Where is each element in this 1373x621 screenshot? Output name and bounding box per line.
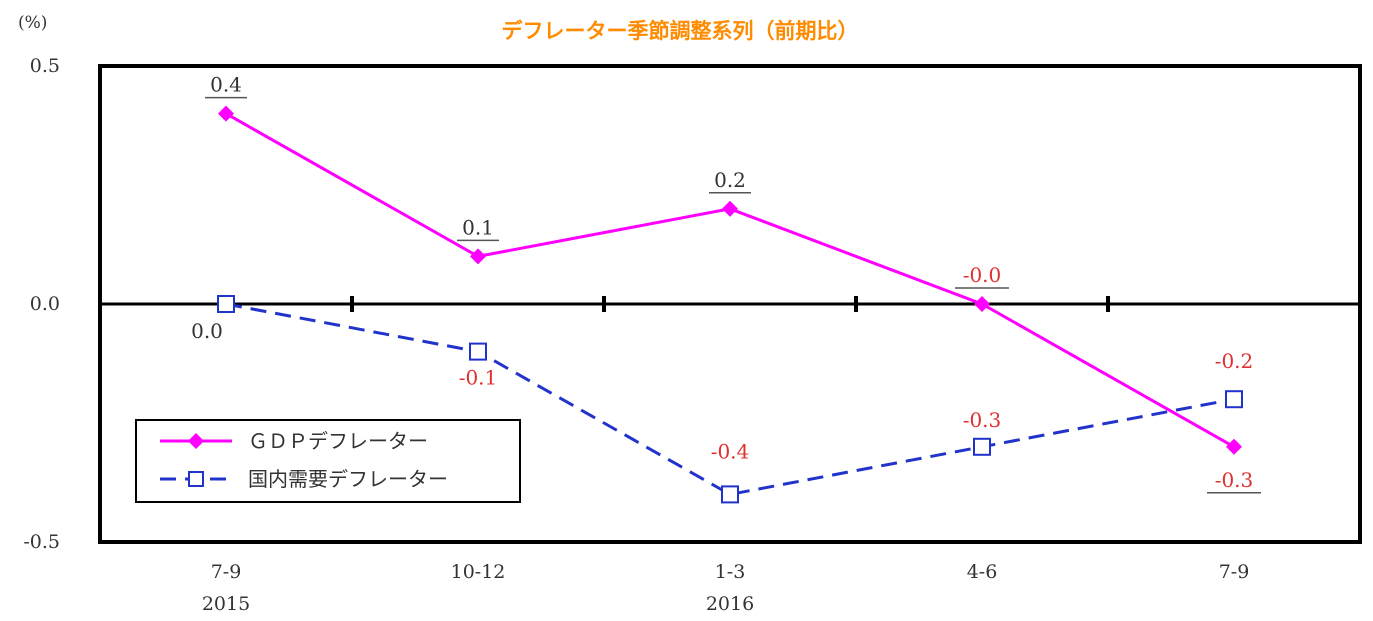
data-label-gdp: 0.1 [462,215,494,239]
data-point-square [1225,390,1243,409]
series-line-1 [225,112,1235,449]
axis-layer: 0.5 0.0 -0.5 7-9 2015 10-12 1-3 2016 4-6 7-9 [23,55,1360,615]
data-label-domestic: -0.1 [459,366,498,390]
x-tick-label: 7-9 [211,561,242,583]
data-label-domestic: -0.4 [711,439,750,463]
data-point-diamond [218,105,234,122]
data-label-domestic: -0.2 [1215,349,1254,373]
chart-title: デフレーター季節調整系列（前期比） [502,19,859,43]
x-tick-label: 7-9 [1219,561,1250,583]
data-point-square [721,485,739,504]
data-point-diamond [470,248,486,265]
x-tick-label: 4-6 [967,561,998,583]
legend-label-domestic: 国内需要デフレーター [248,467,448,491]
data-label-domestic: 0.0 [191,319,223,343]
y-tick-label: 0.5 [30,55,60,77]
legend-label-gdp: ＧＤＰデフレーター [248,429,428,453]
data-label-gdp: -0.3 [1215,468,1254,492]
data-point-diamond [1226,438,1242,455]
data-point-diamond [974,296,990,312]
legend-marker-square [188,471,204,487]
y-axis-unit: (%) [18,13,47,33]
data-point-square [973,437,991,456]
series-layer [217,105,1243,504]
legend-box [135,419,521,503]
series-line-2 [225,302,1235,496]
data-label-layer: 0.4 0.1 0.2 -0.0 -0.3 0.0 -0.1 -0.4 -0.3 -0.2 [191,73,1261,494]
x-year-label: 2015 [202,593,250,615]
data-point-square [469,342,487,361]
data-label-domestic: -0.3 [963,408,1002,432]
y-tick-label: -0.5 [23,531,60,553]
data-label-gdp: 0.4 [210,73,242,97]
data-label-gdp: 0.2 [714,168,746,192]
data-point-square [217,295,235,313]
y-tick-label: 0.0 [30,293,60,315]
legend-marker-diamond [188,433,204,449]
x-year-label: 2016 [706,593,754,615]
x-tick-label: 10-12 [451,561,506,583]
x-tick-label: 1-3 [715,561,746,583]
data-label-gdp: -0.0 [963,263,1002,287]
data-point-diamond [722,200,738,217]
